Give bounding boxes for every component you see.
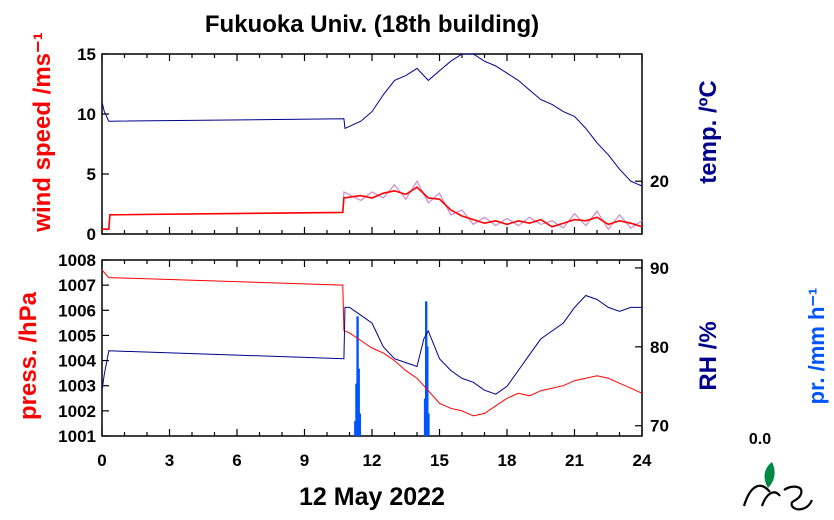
y-left-tick-label: 1007 bbox=[58, 276, 96, 295]
temperature-line bbox=[101, 53, 643, 187]
y-left-tick-label: 5 bbox=[87, 165, 96, 184]
wind-raw-line bbox=[102, 179, 643, 231]
precip-current-value: 0.0 bbox=[749, 431, 771, 448]
y-left-tick-label: 1004 bbox=[58, 352, 96, 371]
y-left-axis-label: wind speed /ms⁻¹ bbox=[29, 32, 56, 232]
plot-frame bbox=[101, 53, 643, 235]
chart-title: Fukuoka Univ. (18th building) bbox=[205, 11, 539, 38]
x-tick-label: 9 bbox=[300, 451, 309, 470]
y-left-tick-label: 10 bbox=[77, 105, 96, 124]
y-right-axis-label: RH /% bbox=[695, 321, 722, 390]
x-tick-label: 12 bbox=[363, 451, 382, 470]
x-tick-label: 24 bbox=[633, 451, 652, 470]
x-tick-label: 0 bbox=[97, 451, 106, 470]
x-tick-label: 3 bbox=[165, 451, 174, 470]
y-left-tick-label: 15 bbox=[77, 45, 96, 64]
y-left-tick-label: 1002 bbox=[58, 402, 96, 421]
y-left-tick-label: 1005 bbox=[58, 326, 96, 345]
bottom-panel: 0 3 6 9 12 15 18 21 24 1001 1002 1003 1004 1005 1006 10… bbox=[15, 251, 829, 470]
x-tick-label: 6 bbox=[232, 451, 241, 470]
y-left-tick-label: 1006 bbox=[58, 301, 96, 320]
precip-bar bbox=[358, 413, 362, 436]
nies-logo bbox=[742, 462, 814, 511]
x-tick-label: 18 bbox=[498, 451, 517, 470]
wind-speed-line bbox=[102, 186, 643, 230]
logo-leaf-icon bbox=[764, 462, 775, 488]
y-left-tick-label: 1001 bbox=[58, 427, 96, 446]
y-left-tick-label: 1003 bbox=[58, 377, 96, 396]
logo-mark-icon bbox=[742, 484, 814, 511]
y-right-tick-label: 90 bbox=[650, 259, 669, 278]
y-right-tick-label: 80 bbox=[650, 338, 669, 357]
y-left-tick-label: 0 bbox=[87, 225, 96, 244]
precip-bar bbox=[357, 368, 360, 436]
x-tick-label: 15 bbox=[430, 451, 449, 470]
x-tick-label: 21 bbox=[565, 451, 584, 470]
precip-bar bbox=[427, 413, 430, 436]
y-right-tick-label: 70 bbox=[650, 417, 669, 436]
precip-bar bbox=[426, 346, 429, 436]
pressure-line bbox=[101, 269, 643, 417]
y-left-axis-label: press. /hPa bbox=[15, 291, 42, 420]
y-right-axis-label: temp. /ºC bbox=[695, 80, 722, 183]
humidity-line bbox=[101, 294, 642, 395]
y-right-tick-label: 20 bbox=[650, 172, 669, 191]
x-axis-label: 12 May 2022 bbox=[299, 483, 445, 511]
y-right2-axis-label: pr. /mm h⁻¹ bbox=[804, 288, 829, 405]
top-panel: 0 5 10 15 20 wind speed /ms⁻¹ temp. /ºC bbox=[29, 32, 722, 244]
y-left-tick-label: 1008 bbox=[58, 251, 96, 270]
